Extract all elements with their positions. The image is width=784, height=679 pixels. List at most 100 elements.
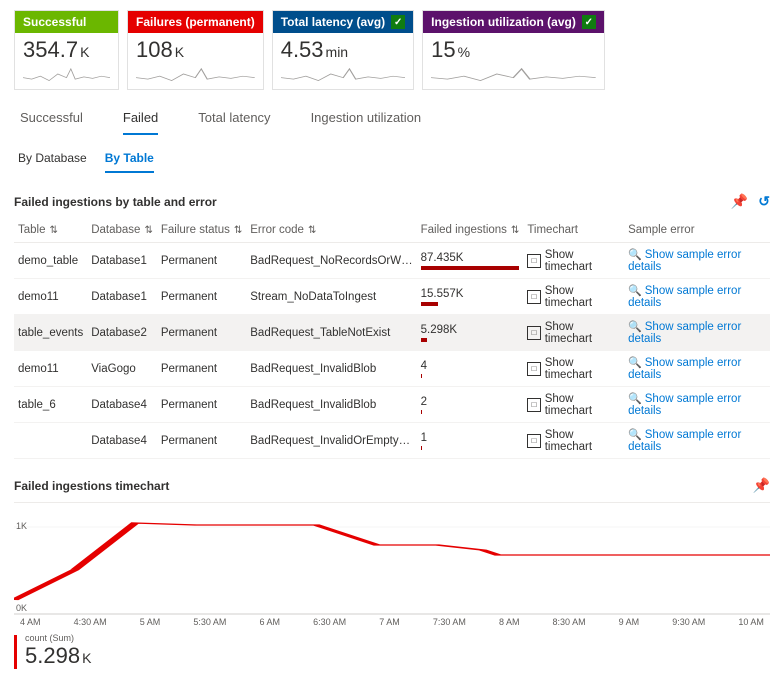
chart-section-header: Failed ingestions timechart 📌 bbox=[14, 477, 770, 494]
table-row[interactable]: demo11 Database1 Permanent Stream_NoData… bbox=[14, 279, 770, 315]
timechart-icon: □ bbox=[527, 254, 540, 268]
column-header[interactable]: Table⇅ bbox=[14, 218, 87, 243]
cell-table: demo11 bbox=[14, 279, 87, 315]
column-header[interactable]: Sample error bbox=[624, 218, 770, 243]
sort-icon: ⇅ bbox=[50, 225, 58, 236]
column-header[interactable]: Database⇅ bbox=[87, 218, 157, 243]
cell-count: 1 bbox=[417, 423, 524, 459]
card-header: Total latency (avg)✓ bbox=[273, 11, 413, 33]
tab-ingestion-utilization[interactable]: Ingestion utilization bbox=[311, 104, 422, 135]
search-icon: 🔍 bbox=[628, 357, 642, 369]
cell-status: Permanent bbox=[157, 351, 246, 387]
cell-count: 15.557K bbox=[417, 279, 524, 315]
timechart: 1K 0K bbox=[14, 515, 770, 615]
metric-card[interactable]: Total latency (avg)✓ 4.53min bbox=[272, 10, 414, 90]
cell-status: Permanent bbox=[157, 279, 246, 315]
sparkline bbox=[23, 63, 110, 85]
metric-card[interactable]: Failures (permanent) 108K bbox=[127, 10, 264, 90]
column-header[interactable]: Failure status⇅ bbox=[157, 218, 246, 243]
cell-database: ViaGogo bbox=[87, 351, 157, 387]
main-tabs: Successful Failed Total latency Ingestion u… bbox=[14, 96, 770, 135]
search-icon: 🔍 bbox=[628, 285, 642, 297]
card-header: Ingestion utilization (avg) ✓ bbox=[423, 11, 604, 33]
card-value: 15 bbox=[431, 37, 455, 62]
cell-table: demo11 bbox=[14, 351, 87, 387]
column-header[interactable]: Error code⇅ bbox=[246, 218, 416, 243]
show-sample-error-link[interactable]: 🔍Show sample error details bbox=[628, 285, 741, 309]
show-timechart-button[interactable]: □Show timechart bbox=[527, 249, 620, 273]
card-header: Successful bbox=[15, 11, 118, 33]
tab-successful[interactable]: Successful bbox=[20, 104, 83, 135]
cell-errorcode: Stream_NoDataToIngest bbox=[246, 279, 416, 315]
metric-cards-row: Successful 354.7K Failures (permanent) 1… bbox=[14, 10, 770, 90]
chart-title: Failed ingestions timechart bbox=[14, 479, 169, 493]
failed-ingestions-table: Table⇅Database⇅Failure status⇅Error code… bbox=[14, 218, 770, 459]
card-value: 354.7 bbox=[23, 37, 78, 62]
x-tick: 5:30 AM bbox=[193, 617, 226, 627]
show-sample-error-link[interactable]: 🔍Show sample error details bbox=[628, 249, 741, 273]
card-label: Failures (permanent) bbox=[136, 15, 255, 29]
card-unit: K bbox=[175, 44, 184, 60]
subtab-by-database[interactable]: By Database bbox=[18, 147, 87, 173]
pin-icon[interactable]: 📌 bbox=[731, 193, 748, 210]
timechart-icon: □ bbox=[527, 326, 540, 340]
show-timechart-button[interactable]: □Show timechart bbox=[527, 429, 620, 453]
pin-icon[interactable]: 📌 bbox=[753, 477, 770, 494]
y-tick: 1K bbox=[16, 521, 27, 531]
cell-errorcode: BadRequest_NoRecordsOrW… bbox=[246, 243, 416, 279]
card-value: 4.53 bbox=[281, 37, 324, 62]
table-row[interactable]: demo11 ViaGogo Permanent BadRequest_Inva… bbox=[14, 351, 770, 387]
x-tick: 7 AM bbox=[379, 617, 400, 627]
table-row[interactable]: table_6 Database4 Permanent BadRequest_I… bbox=[14, 387, 770, 423]
y-tick: 0K bbox=[16, 603, 27, 613]
card-label: Total latency (avg) bbox=[281, 15, 385, 29]
card-label: Ingestion utilization (avg) bbox=[431, 15, 576, 29]
table-row[interactable]: table_events Database2 Permanent BadRequ… bbox=[14, 315, 770, 351]
tab-total-latency[interactable]: Total latency bbox=[198, 104, 270, 135]
column-header[interactable]: Timechart bbox=[523, 218, 624, 243]
cell-database: Database2 bbox=[87, 315, 157, 351]
show-sample-error-link[interactable]: 🔍Show sample error details bbox=[628, 321, 741, 345]
cell-errorcode: BadRequest_InvalidOrEmpty… bbox=[246, 423, 416, 459]
cell-table: table_6 bbox=[14, 387, 87, 423]
metric-card[interactable]: Ingestion utilization (avg) ✓ 15% bbox=[422, 10, 605, 90]
x-tick: 9 AM bbox=[619, 617, 640, 627]
timechart-icon: □ bbox=[527, 398, 540, 412]
x-tick: 8 AM bbox=[499, 617, 520, 627]
x-tick: 8:30 AM bbox=[553, 617, 586, 627]
sort-icon: ⇅ bbox=[234, 225, 242, 236]
table-row[interactable]: Database4 Permanent BadRequest_InvalidOr… bbox=[14, 423, 770, 459]
sort-icon: ⇅ bbox=[511, 225, 519, 236]
show-timechart-button[interactable]: □Show timechart bbox=[527, 285, 620, 309]
table-row[interactable]: demo_table Database1 Permanent BadReques… bbox=[14, 243, 770, 279]
card-header: Failures (permanent) bbox=[128, 11, 263, 33]
column-header[interactable]: Failed ingestions⇅ bbox=[417, 218, 524, 243]
show-sample-error-link[interactable]: 🔍Show sample error details bbox=[628, 393, 741, 417]
show-timechart-button[interactable]: □Show timechart bbox=[527, 321, 620, 345]
search-icon: 🔍 bbox=[628, 321, 642, 333]
cell-count: 87.435K bbox=[417, 243, 524, 279]
show-sample-error-link[interactable]: 🔍Show sample error details bbox=[628, 357, 741, 381]
cell-errorcode: BadRequest_InvalidBlob bbox=[246, 387, 416, 423]
show-timechart-button[interactable]: □Show timechart bbox=[527, 357, 620, 381]
summary-bar bbox=[14, 635, 17, 669]
refresh-icon[interactable]: ↺ bbox=[758, 193, 770, 210]
subtab-by-table[interactable]: By Table bbox=[105, 147, 154, 173]
show-timechart-button[interactable]: □Show timechart bbox=[527, 393, 620, 417]
cell-status: Permanent bbox=[157, 423, 246, 459]
search-icon: 🔍 bbox=[628, 429, 642, 441]
cell-count: 5.298K bbox=[417, 315, 524, 351]
tab-failed[interactable]: Failed bbox=[123, 104, 158, 135]
metric-card[interactable]: Successful 354.7K bbox=[14, 10, 119, 90]
check-icon: ✓ bbox=[582, 15, 596, 29]
x-axis: 4 AM4:30 AM5 AM5:30 AM6 AM6:30 AM7 AM7:3… bbox=[14, 617, 770, 627]
cell-table: demo_table bbox=[14, 243, 87, 279]
x-tick: 5 AM bbox=[140, 617, 161, 627]
cell-status: Permanent bbox=[157, 243, 246, 279]
sort-icon: ⇅ bbox=[144, 225, 152, 236]
card-unit: % bbox=[458, 44, 470, 60]
cell-status: Permanent bbox=[157, 315, 246, 351]
cell-database: Database1 bbox=[87, 243, 157, 279]
cell-errorcode: BadRequest_TableNotExist bbox=[246, 315, 416, 351]
show-sample-error-link[interactable]: 🔍Show sample error details bbox=[628, 429, 741, 453]
